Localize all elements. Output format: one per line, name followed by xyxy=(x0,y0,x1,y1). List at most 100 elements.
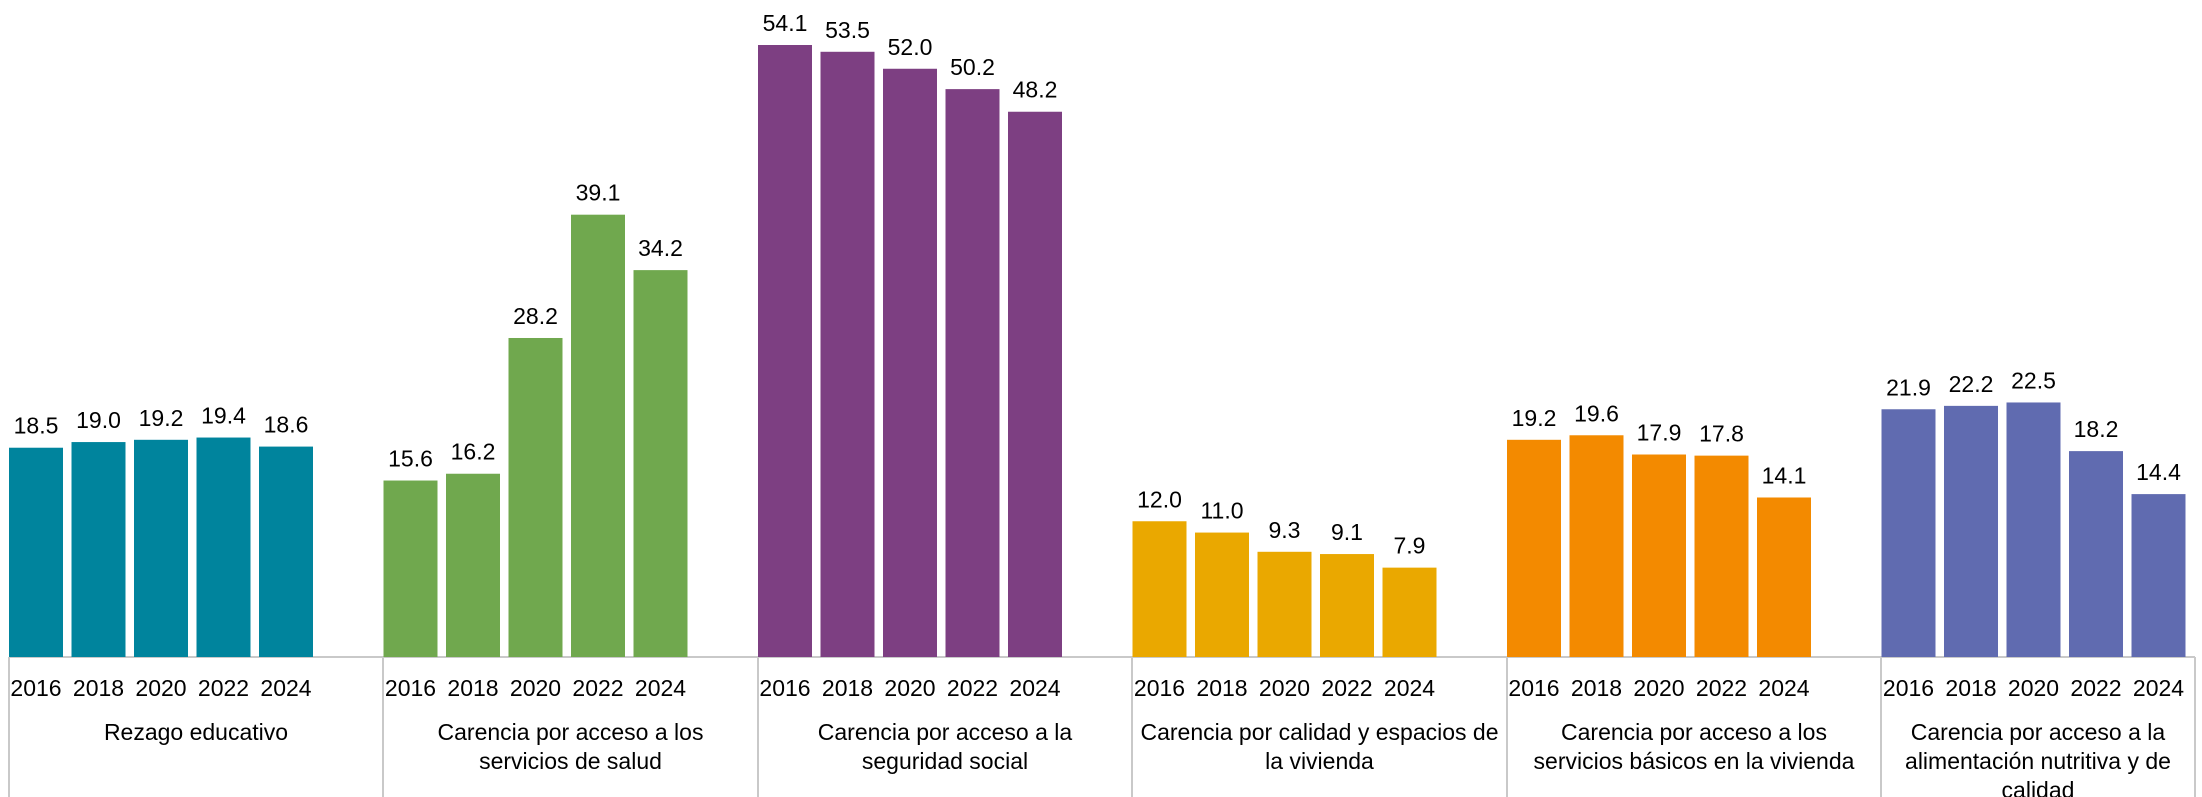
year-tick-label: 2022 xyxy=(572,675,623,701)
data-label: 53.5 xyxy=(825,17,870,43)
group-label: Carencia por acceso a la xyxy=(818,719,1073,745)
year-tick-label: 2020 xyxy=(135,675,186,701)
year-tick-label: 2022 xyxy=(1696,675,1747,701)
data-label: 9.1 xyxy=(1331,519,1363,545)
bar xyxy=(383,480,438,657)
data-label: 18.2 xyxy=(2074,416,2119,442)
year-tick-label: 2018 xyxy=(73,675,124,701)
year-tick-label: 2020 xyxy=(1633,675,1684,701)
bar xyxy=(1320,554,1374,657)
data-label: 22.2 xyxy=(1949,371,1994,397)
year-tick-label: 2020 xyxy=(1259,675,1310,701)
bar xyxy=(1881,409,1936,657)
year-tick-label: 2016 xyxy=(385,675,436,701)
year-tick-label: 2018 xyxy=(447,675,498,701)
year-tick-label: 2022 xyxy=(1321,675,1372,701)
data-label: 12.0 xyxy=(1137,486,1182,512)
year-tick-label: 2018 xyxy=(1945,675,1996,701)
bar xyxy=(196,437,251,657)
year-tick-label: 2016 xyxy=(759,675,810,701)
bar xyxy=(820,51,875,658)
year-tick-label: 2020 xyxy=(884,675,935,701)
bar xyxy=(883,68,937,658)
year-tick-label: 2018 xyxy=(1571,675,1622,701)
bar xyxy=(1008,111,1062,658)
year-tick-label: 2024 xyxy=(1384,675,1435,701)
data-label: 48.2 xyxy=(1013,77,1058,103)
data-label: 28.2 xyxy=(513,303,558,329)
bar xyxy=(9,447,63,657)
bar xyxy=(1382,567,1437,657)
year-tick-label: 2024 xyxy=(260,675,311,701)
data-label: 7.9 xyxy=(1394,533,1426,559)
year-tick-label: 2024 xyxy=(1009,675,1060,701)
bar xyxy=(1257,551,1312,657)
data-label: 19.6 xyxy=(1574,400,1619,426)
data-label: 17.8 xyxy=(1699,421,1744,447)
group-label: alimentación nutritiva y de xyxy=(1905,748,2171,774)
bar xyxy=(1694,455,1749,657)
group-label: la vivienda xyxy=(1265,748,1374,774)
year-tick-label: 2024 xyxy=(1758,675,1809,701)
year-tick-label: 2018 xyxy=(822,675,873,701)
data-label: 17.9 xyxy=(1637,420,1682,446)
data-label: 19.2 xyxy=(1512,405,1557,431)
year-tick-label: 2020 xyxy=(510,675,561,701)
data-label: 22.5 xyxy=(2011,367,2056,393)
group-label: calidad xyxy=(2002,777,2075,797)
data-label: 18.5 xyxy=(14,413,59,439)
year-tick-label: 2020 xyxy=(2008,675,2059,701)
bar xyxy=(1632,454,1686,657)
bar xyxy=(633,270,688,657)
bar xyxy=(1944,405,1998,657)
data-label: 16.2 xyxy=(451,439,496,465)
year-tick-label: 2018 xyxy=(1196,675,1247,701)
bar xyxy=(446,473,500,657)
group-label: seguridad social xyxy=(862,748,1028,774)
year-tick-label: 2022 xyxy=(198,675,249,701)
data-label: 50.2 xyxy=(950,54,995,80)
year-tick-label: 2016 xyxy=(10,675,61,701)
bar xyxy=(2131,494,2186,657)
group-label: Carencia por acceso a los xyxy=(438,719,704,745)
group-label: Carencia por acceso a la xyxy=(1911,719,2166,745)
bar xyxy=(1507,439,1561,657)
bar xyxy=(2069,451,2123,657)
data-label: 19.2 xyxy=(139,405,184,431)
bar xyxy=(945,89,1000,658)
year-tick-label: 2016 xyxy=(1508,675,1559,701)
data-label: 34.2 xyxy=(638,235,683,261)
year-tick-label: 2016 xyxy=(1883,675,1934,701)
year-tick-label: 2022 xyxy=(947,675,998,701)
bar xyxy=(1132,521,1187,657)
data-label: 19.0 xyxy=(76,407,121,433)
data-label: 15.6 xyxy=(388,446,433,472)
data-label: 54.1 xyxy=(763,10,808,36)
bar xyxy=(1569,435,1624,657)
year-tick-label: 2024 xyxy=(635,675,686,701)
data-label: 39.1 xyxy=(576,180,621,206)
bar xyxy=(134,439,188,657)
data-label: 18.6 xyxy=(264,412,309,438)
data-label: 19.4 xyxy=(201,403,246,429)
bar xyxy=(1757,497,1811,657)
group-label: Carencia por calidad y espacios de xyxy=(1141,719,1499,745)
bar xyxy=(571,214,625,657)
group-label: Rezago educativo xyxy=(104,719,288,745)
data-label: 14.1 xyxy=(1762,462,1807,488)
year-tick-label: 2022 xyxy=(2070,675,2121,701)
data-label: 11.0 xyxy=(1200,498,1243,524)
data-label: 52.0 xyxy=(888,34,933,60)
bar xyxy=(71,442,126,657)
data-label: 14.4 xyxy=(2136,459,2181,485)
year-tick-label: 2016 xyxy=(1134,675,1185,701)
group-label: Carencia por acceso a los xyxy=(1561,719,1827,745)
bar xyxy=(2006,402,2061,657)
data-label: 21.9 xyxy=(1886,374,1931,400)
group-label: servicios de salud xyxy=(479,748,662,774)
bar xyxy=(1195,532,1249,657)
bar xyxy=(508,337,563,657)
group-label: servicios básicos en la vivienda xyxy=(1534,748,1855,774)
bar xyxy=(758,45,812,657)
